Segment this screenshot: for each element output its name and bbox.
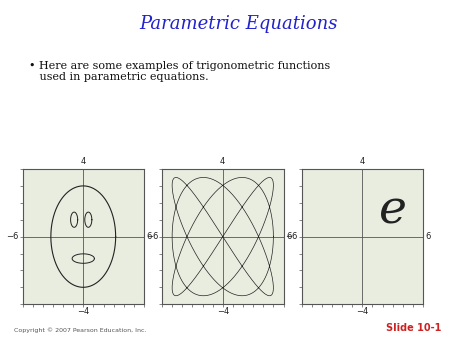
Text: 4: 4 <box>220 157 225 166</box>
Text: Slide 10-1: Slide 10-1 <box>386 323 441 333</box>
Text: 6: 6 <box>426 232 431 241</box>
Text: 4: 4 <box>81 157 86 166</box>
Text: Copyright © 2007 Pearson Education, Inc.: Copyright © 2007 Pearson Education, Inc. <box>14 327 146 333</box>
Text: −4: −4 <box>356 307 369 316</box>
Text: 4: 4 <box>360 157 365 166</box>
Text: Parametric Equations: Parametric Equations <box>139 15 338 33</box>
Text: −6: −6 <box>286 232 298 241</box>
Text: 6: 6 <box>147 232 152 241</box>
Text: −6: −6 <box>7 232 19 241</box>
Text: • Here are some examples of trigonometric functions
   used in parametric equati: • Here are some examples of trigonometri… <box>29 61 330 82</box>
Text: −4: −4 <box>77 307 90 316</box>
Text: −6: −6 <box>146 232 158 241</box>
Text: e: e <box>378 189 407 234</box>
Text: 6: 6 <box>286 232 292 241</box>
Text: −4: −4 <box>216 307 229 316</box>
